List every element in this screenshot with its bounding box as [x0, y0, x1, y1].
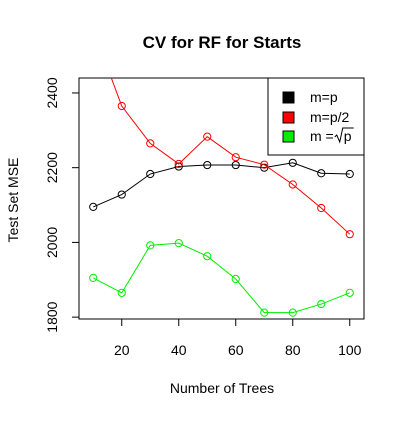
legend-swatch [282, 111, 295, 124]
series-2-point [90, 26, 97, 33]
legend-label: m = [310, 128, 334, 144]
series-1-point [203, 160, 212, 170]
axes-layer: 20 40 60 80 100 1800 2000 2200 2400 [44, 77, 365, 358]
x-tick-label: 40 [171, 342, 187, 358]
series-3-point [203, 252, 212, 261]
sqrt-radical [334, 127, 354, 144]
y-tick-label: 2400 [44, 77, 60, 108]
series-1 [89, 158, 354, 212]
series-3-line [93, 242, 350, 314]
series-3-point [345, 288, 354, 297]
series-3-point [117, 288, 126, 297]
series-2-point [288, 180, 297, 189]
series-2 [90, 26, 354, 239]
y-tick-label: 2000 [44, 227, 60, 258]
x-tick-label: 20 [114, 342, 130, 358]
series-3-point [231, 274, 240, 284]
x-axis-label: Number of Trees [170, 380, 274, 396]
x-tick-label: 60 [228, 342, 244, 358]
series-3-point [260, 308, 269, 317]
series-3 [89, 239, 354, 317]
series-1-point [317, 169, 326, 178]
series-layer [89, 26, 354, 317]
series-3-point [317, 299, 326, 309]
series-1-point [89, 202, 98, 212]
y-axis-label: Test Set MSE [5, 158, 21, 243]
series-1-line [93, 162, 350, 208]
series-1-point [174, 162, 183, 171]
series-2-point [231, 153, 240, 162]
series-3-point [89, 273, 98, 282]
series-3-point [146, 241, 155, 250]
series-2-point [146, 139, 155, 148]
series-1-point [288, 158, 297, 167]
legend-swatch [282, 91, 295, 104]
series-2-point [345, 230, 354, 239]
legend-sqrt-sign: p [334, 127, 354, 144]
series-3-point [288, 308, 297, 317]
legend: m=p m=p/2 m = p [267, 77, 365, 156]
chart-title: CV for RF for Starts [143, 33, 302, 52]
x-tick-label: 80 [285, 342, 301, 358]
series-2-line [110, 78, 351, 235]
sqrt-argument: p [344, 128, 352, 144]
series-2-point [260, 160, 269, 169]
series-3-point [174, 239, 183, 248]
series-2-point [174, 159, 183, 169]
series-2-point [117, 101, 126, 111]
series-2-point [203, 132, 212, 141]
series-2-point [317, 203, 326, 213]
x-tick-label: 100 [338, 342, 362, 358]
series-1-point [117, 190, 126, 199]
y-tick-label: 1800 [44, 301, 60, 332]
legend-label: m=p/2 [310, 109, 350, 125]
series-1-point [231, 160, 240, 170]
legend-swatch [282, 130, 295, 143]
series-1-point [146, 169, 155, 179]
legend-label: m=p [310, 89, 338, 105]
plot-frame [78, 77, 365, 320]
series-1-point [345, 169, 354, 179]
y-tick-label: 2200 [44, 152, 60, 183]
